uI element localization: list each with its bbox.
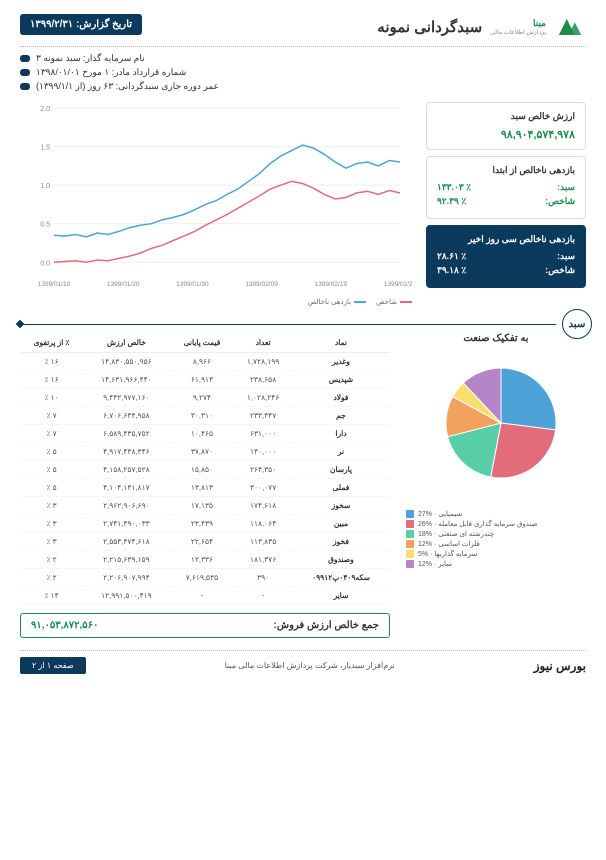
svg-text:1399/02/19: 1399/02/19: [315, 281, 348, 288]
kpi-gross-30d: بازدهی ناخالص سی روز اخیر سبد:٪ ۲۸.۶۱ شا…: [426, 225, 586, 288]
svg-text:1.0: 1.0: [40, 183, 50, 190]
symbol-cell: مبین: [292, 515, 390, 533]
symbol-cell: سخوز: [292, 497, 390, 515]
table-row: وصندوق۱۸۱,۳۷۶۱۲,۳۳۶۲,۲۱۵,۶۳۹,۱۵۹۲ ٪: [20, 551, 390, 569]
pie-legend-item: فلزات اساسی · %12: [406, 540, 586, 548]
table-row: جم۲۳۳,۴۴۷۳۰,۳۱۰۶,۷۰۶,۶۴۴,۹۵۸۷ ٪: [20, 407, 390, 425]
table-row: فخوز۱۱۳,۸۳۵۲۲,۶۵۴۲,۵۵۳,۴۷۴,۶۱۸۳ ٪: [20, 533, 390, 551]
pie-legend-item: چندرشته ای صنعتی · %18: [406, 530, 586, 538]
svg-text:1.5: 1.5: [40, 145, 50, 152]
info-investor: نام سرمایه گذار: سبد نمونه ۳: [36, 53, 145, 64]
table-header: نماد: [292, 333, 390, 353]
section-divider: سبد: [20, 324, 586, 325]
symbol-cell: دارا: [292, 425, 390, 443]
footer-software: نرم‌افزار سبدیار، شرکت پردازش اطلاعات ما…: [225, 661, 395, 670]
svg-text:2.0: 2.0: [40, 106, 50, 113]
date-value: ۱۳۹۹/۲/۳۱: [30, 19, 73, 30]
info-contract: شماره قرارداد مادر: ۱ مورخ ۱۳۹۸/۰۱/۰۱: [36, 67, 186, 78]
line-chart-legend: شاخص بازدهی ناخالص: [20, 298, 412, 306]
pie-chart: [416, 348, 586, 498]
table-row: وغدیر۱,۷۲۸,۱۹۹۸,۹۶۶۱۴,۸۳۰,۵۵۰,۹۵۶۱۶ ٪: [20, 353, 390, 371]
symbol-cell: نر: [292, 443, 390, 461]
symbol-cell: فولاد: [292, 389, 390, 407]
table-row: سخوز۱۷۴,۶۱۸۱۷,۱۳۵۲,۹۶۲,۹۰۶,۶۹۰۳ ٪: [20, 497, 390, 515]
kpi-nav-value: ۹۸,۹۰۴,۵۷۴,۹۷۸: [437, 128, 575, 141]
line-chart: 0.0 0.5 1.0 1.5 2.0 1399/01/10 1399/01/20 1399/…: [20, 102, 412, 306]
kpi-nav: ارزش خالص سبد ۹۸,۹۰۴,۵۷۴,۹۷۸: [426, 102, 586, 150]
table-row: فولاد۱,۰۲۸,۲۴۶۹,۲۷۴۹,۴۴۲,۹۷۷,۱۶۰۱۰ ٪: [20, 389, 390, 407]
svg-text:1399/02/09: 1399/02/09: [245, 281, 278, 288]
total-label: جمع خالص ارزش فروش:: [274, 620, 379, 631]
info-list: نام سرمایه گذار: سبد نمونه ۳ شماره قرارد…: [20, 53, 586, 92]
brand-name: مبنا: [490, 18, 546, 29]
symbol-cell: جم: [292, 407, 390, 425]
table-row: پارسان۲۶۴,۳۵۰۱۵,۸۵۰۴,۱۵۸,۲۵۷,۵۲۸۵ ٪: [20, 461, 390, 479]
symbol-cell: سکه۰۴۰۹پ۰۹۹۱۲: [292, 569, 390, 587]
table-header: تعداد: [234, 333, 292, 353]
table-row: سایر--۱۲,۹۹۱,۵۰۰,۴۱۹۱۴ ٪: [20, 587, 390, 605]
table-header: خالص ارزش: [83, 333, 170, 353]
brand-sub: پردازش اطلاعات مالی: [490, 29, 546, 36]
svg-text:1399/01/30: 1399/01/30: [176, 281, 209, 288]
pie-legend: شیمیایی · %27 صندوق سرمایه گذاری قابل معا…: [406, 510, 586, 568]
holdings-table: نمادتعدادقیمت پایانیخالص ارزش٪ از پرتفوی…: [20, 333, 390, 605]
svg-text:1399/02/29: 1399/02/29: [384, 281, 412, 288]
symbol-cell: فخوز: [292, 533, 390, 551]
total-value: ۹۱,۰۵۳,۸۷۲,۵۶۰: [31, 620, 98, 631]
page-number: صفحه ۱ از ۲: [20, 657, 86, 674]
footer-brand: بورس نیوز: [534, 659, 586, 673]
total-row: جمع خالص ارزش فروش: ۹۱,۰۵۳,۸۷۲,۵۶۰: [20, 613, 390, 638]
table-row: سکه۰۴۰۹پ۰۹۹۱۲۳۹۰۷,۶۱۹,۵۳۵۲,۲۰۶,۹۰۷,۹۹۴۲ …: [20, 569, 390, 587]
header: مبنا پردازش اطلاعات مالی سبدگردانی نمونه…: [20, 14, 586, 40]
svg-text:0.5: 0.5: [40, 222, 50, 229]
svg-text:1399/01/20: 1399/01/20: [107, 281, 140, 288]
table-row: شپدیس۲۳۸,۶۵۸۶۱,۹۱۳۱۴,۶۳۱,۹۶۶,۴۴۰۱۶ ٪: [20, 371, 390, 389]
svg-text:1399/01/10: 1399/01/10: [38, 281, 71, 288]
table-header: قیمت پایانی: [170, 333, 235, 353]
pie-legend-item: صندوق سرمایه گذاری قابل معامله · %26: [406, 520, 586, 528]
svg-text:0.0: 0.0: [40, 260, 50, 267]
symbol-cell: شپدیس: [292, 371, 390, 389]
logo-title: مبنا پردازش اطلاعات مالی سبدگردانی نمونه: [377, 14, 586, 40]
page-title: سبدگردانی نمونه: [377, 18, 482, 36]
date-label: تاریخ گزارش:: [76, 19, 132, 30]
kpi-nav-title: ارزش خالص سبد: [437, 111, 575, 122]
pie-legend-item: سرمایه گذاریها · %5: [406, 550, 586, 558]
symbol-cell: سایر: [292, 587, 390, 605]
table-header: ٪ از پرتفوی: [20, 333, 83, 353]
symbol-cell: فملی: [292, 479, 390, 497]
table-row: فملی۳۰۰,۰۷۷۱۳,۸۱۳۴,۱۰۴,۱۴۱,۸۱۷۵ ٪: [20, 479, 390, 497]
pie-legend-item: شیمیایی · %27: [406, 510, 586, 518]
table-row: مبین۱۱۸,۰۶۴۲۳,۴۳۹۲,۷۴۱,۴۹۰,۰۳۳۳ ٪: [20, 515, 390, 533]
kpi-gross-since: بازدهی ناخالص از ابتدا سبد:٪ ۱۳۳.۰۳ شاخص…: [426, 156, 586, 219]
table-row: دارا۶۳۱,۰۰۰۱۰,۴۶۵۶,۵۸۹,۴۳۵,۷۵۲۷ ٪: [20, 425, 390, 443]
symbol-cell: وصندوق: [292, 551, 390, 569]
pie-title: به تفکیک صنعت: [406, 333, 586, 344]
symbol-cell: پارسان: [292, 461, 390, 479]
table-row: نر۱۳۰,۰۰۰۳۷,۸۷۰۴,۹۱۷,۴۳۸,۳۴۶۵ ٪: [20, 443, 390, 461]
symbol-cell: وغدیر: [292, 353, 390, 371]
report-date-badge: تاریخ گزارش: ۱۳۹۹/۲/۳۱: [20, 14, 142, 35]
brand-logo-icon: [554, 14, 586, 40]
section-label: سبد: [569, 319, 586, 330]
pie-legend-item: سایر · %12: [406, 560, 586, 568]
info-duration: عمر دوره جاری سبدگردانی: ۶۳ روز (از ۱۳۹۹…: [36, 81, 219, 92]
